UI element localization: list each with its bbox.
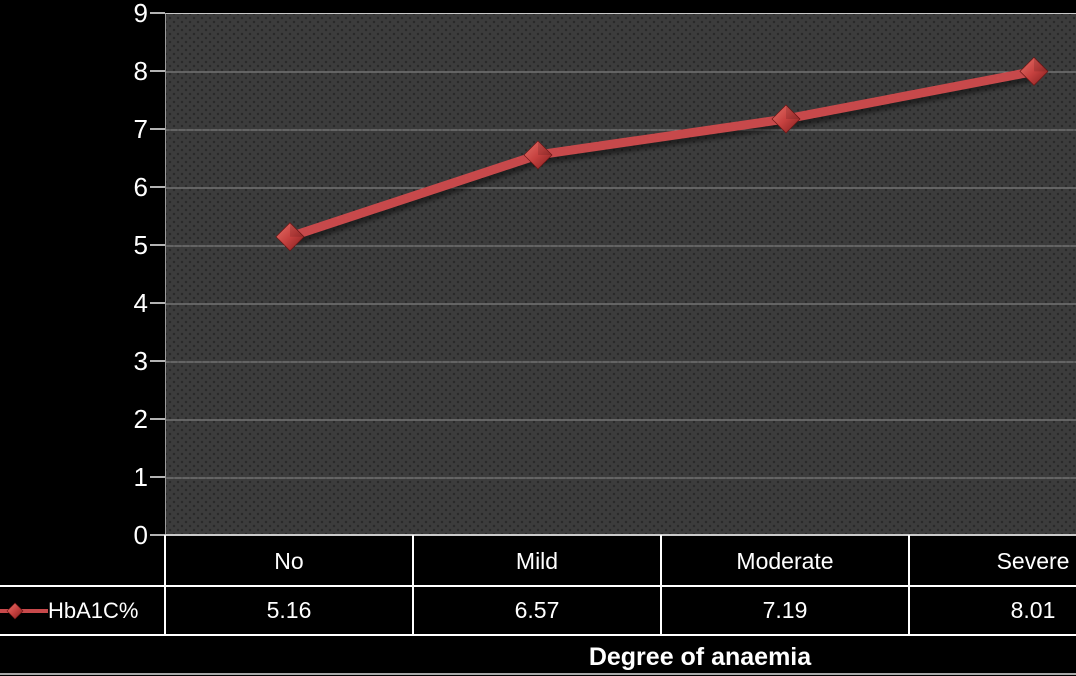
y-axis-tick-label: 8	[133, 56, 148, 86]
y-axis-tick-label: 1	[133, 462, 148, 492]
y-axis-tick-label: 2	[133, 404, 148, 434]
y-axis-tick-label: 5	[133, 230, 148, 260]
value-cell: 7.19	[762, 597, 808, 623]
data-point-marker	[771, 104, 801, 134]
table-border	[908, 535, 910, 636]
category-cell: Mild	[515, 548, 559, 574]
y-axis-tick-mark	[150, 244, 165, 246]
x-axis-title: Degree of anaemia	[588, 643, 812, 671]
data-point-marker	[275, 222, 305, 252]
y-axis-tick-label: 3	[133, 346, 148, 376]
category-cell: Moderate	[736, 548, 834, 574]
data-point-marker-facet	[538, 140, 552, 155]
y-axis-tick-mark	[150, 418, 165, 420]
y-axis-tick-label: 9	[133, 0, 148, 28]
data-point-marker-facet	[290, 222, 304, 237]
legend-series-key-icon	[0, 602, 48, 619]
y-axis-tick-mark	[150, 128, 165, 130]
y-axis-tick-mark	[150, 476, 165, 478]
legend: HbA1C%	[0, 587, 163, 634]
data-point-marker-facet	[786, 104, 800, 119]
table-border	[412, 535, 414, 636]
y-axis-tick-mark	[150, 186, 165, 188]
legend-series-label: HbA1C%	[48, 597, 139, 623]
data-point-marker	[1019, 56, 1049, 86]
data-point-marker	[523, 140, 553, 170]
y-axis-tick-mark	[150, 12, 165, 14]
category-cell: Severe	[996, 548, 1070, 574]
series-line	[288, 67, 1035, 241]
y-axis-tick-label: 7	[133, 114, 148, 144]
table-border	[660, 535, 662, 636]
chart-line-layer	[166, 56, 1076, 479]
y-axis-tick-label: 0	[133, 520, 148, 550]
table-border	[0, 585, 1076, 587]
value-cell: 6.57	[514, 597, 560, 623]
value-cell: 8.01	[1010, 597, 1056, 623]
data-point-marker-facet	[1034, 57, 1048, 72]
y-axis-tick-mark	[150, 70, 165, 72]
table-border	[164, 535, 166, 636]
y-axis-tick-label: 6	[133, 172, 148, 202]
y-axis-tick-mark	[150, 302, 165, 304]
plot-area	[165, 13, 1076, 536]
y-axis-tick-label: 4	[133, 288, 148, 318]
y-axis-tick-mark	[150, 360, 165, 362]
value-cell: 5.16	[266, 597, 312, 623]
figure-bottom-edge	[0, 673, 1076, 675]
category-cell: No	[274, 548, 304, 574]
table-border	[0, 634, 1076, 636]
series-line-shadow	[290, 70, 1038, 246]
y-axis-tick-mark	[150, 534, 165, 536]
x-axis-line	[165, 534, 1076, 536]
